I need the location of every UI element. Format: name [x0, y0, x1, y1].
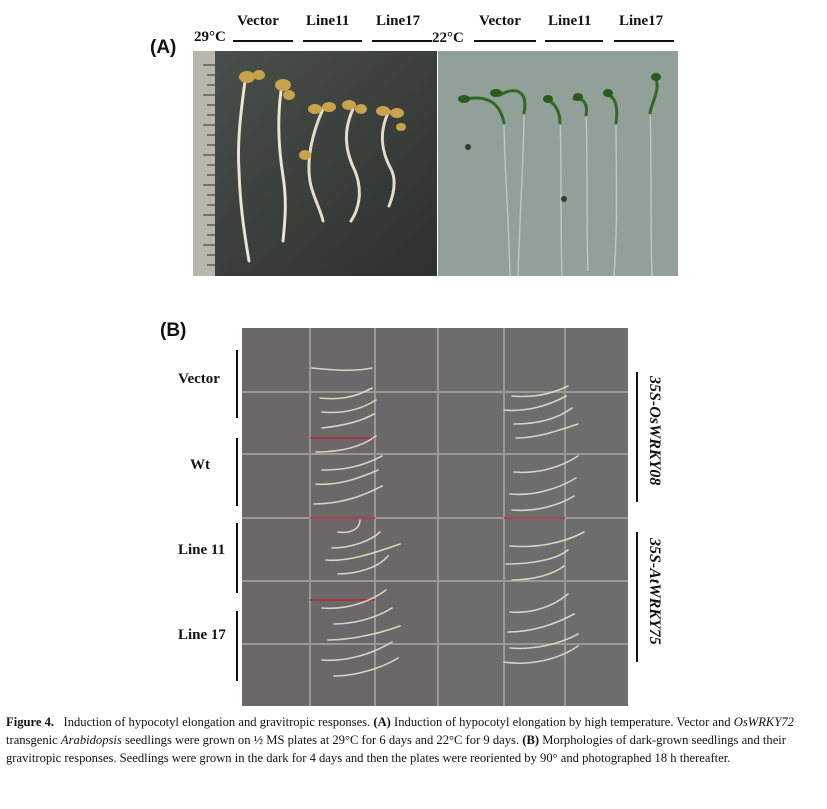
col-label-line17-left: Line17: [376, 13, 421, 29]
photo-29c-seedlings: [193, 51, 437, 276]
col-label-line11-left: Line11: [306, 13, 350, 29]
side-label-oswrky08: 35S-OsWRKY08: [646, 376, 663, 486]
photo-gravitropic-plates: [242, 328, 628, 706]
panel-a-label: (A): [150, 37, 177, 58]
row-bracket: [236, 611, 238, 681]
col-underline: [474, 40, 536, 42]
col-underline: [372, 40, 432, 42]
row-bracket: [236, 523, 238, 593]
temp-label-29: 29°C: [194, 29, 226, 45]
caption-gene: OsWRKY72: [733, 715, 794, 729]
col-underline: [303, 40, 362, 42]
col-label-line11-right: Line11: [548, 13, 592, 29]
side-label-atwrky75: 35S-AtWRKY75: [646, 538, 663, 645]
col-underline: [614, 40, 674, 42]
caption-figure-number: Figure 4.: [6, 715, 55, 729]
caption-species: Arabidopsis: [60, 733, 122, 747]
row-label-vector: Vector: [178, 371, 220, 387]
caption-a-label: (A): [373, 715, 391, 729]
caption-title: Induction of hypocotyl elongation and gr…: [63, 715, 371, 729]
row-label-wt: Wt: [190, 457, 210, 473]
row-bracket: [236, 438, 238, 506]
col-underline: [545, 40, 603, 42]
col-underline: [233, 40, 293, 42]
side-bracket-atwrky75: [636, 532, 638, 662]
row-bracket: [236, 350, 238, 418]
col-label-vector-right: Vector: [479, 13, 521, 29]
figure-caption: Figure 4. Induction of hypocotyl elongat…: [6, 713, 821, 767]
caption-text: transgenic: [6, 733, 58, 747]
side-bracket-oswrky08: [636, 372, 638, 502]
caption-text: seedlings were grown on ½ MS plates at 2…: [124, 733, 520, 747]
caption-text: Morphologies of dark-grown seedlings and…: [6, 733, 786, 765]
photo-22c-seedlings: [438, 51, 678, 276]
caption-text: Induction of hypocotyl elongation by hig…: [394, 715, 731, 729]
row-label-line17: Line 17: [178, 627, 226, 643]
temp-label-22: 22°C: [432, 30, 464, 46]
caption-b-label: (B): [522, 733, 540, 747]
col-label-line17-right: Line17: [619, 13, 664, 29]
row-label-line11: Line 11: [178, 542, 226, 558]
col-label-vector-left: Vector: [237, 13, 279, 29]
panel-b-label: (B): [160, 320, 187, 341]
